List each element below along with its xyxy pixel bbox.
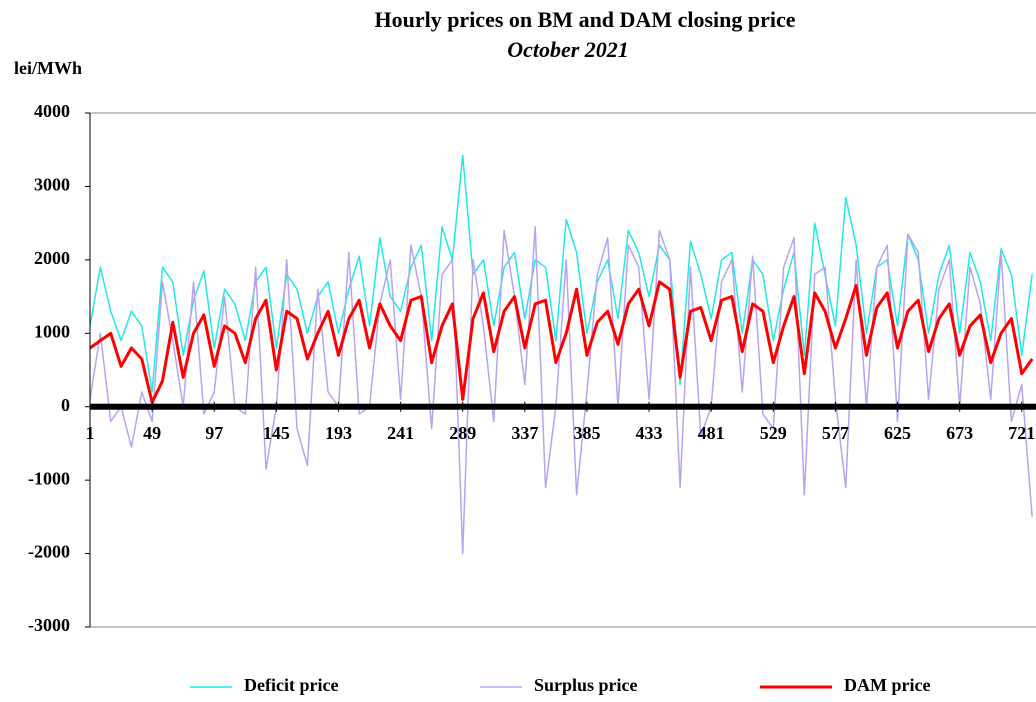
x-tick-label: 625 xyxy=(884,423,911,443)
y-tick-label: 1000 xyxy=(34,321,70,341)
x-tick-label: 481 xyxy=(698,423,725,443)
legend-label: Deficit price xyxy=(244,675,338,695)
x-tick-label: 337 xyxy=(511,423,538,443)
series-line xyxy=(90,226,1033,555)
x-tick-label: 145 xyxy=(263,423,290,443)
x-axis xyxy=(90,403,1036,410)
y-tick-label: -1000 xyxy=(28,468,70,488)
chart-title: Hourly prices on BM and DAM closing pric… xyxy=(374,7,795,32)
legend-label: Surplus price xyxy=(534,675,638,695)
x-tick-label: 289 xyxy=(449,423,476,443)
x-tick-label: 241 xyxy=(387,423,414,443)
series-line xyxy=(90,280,1034,404)
x-tick-label: 673 xyxy=(946,423,973,443)
chart-subtitle: October 2021 xyxy=(507,37,629,62)
y-tick-label: 3000 xyxy=(34,175,70,195)
x-tick-label: 1 xyxy=(86,423,95,443)
x-tick-label: 529 xyxy=(760,423,787,443)
plot-area xyxy=(90,154,1034,555)
y-axis-label: lei/MWh xyxy=(14,58,82,78)
x-tick-label: 385 xyxy=(573,423,600,443)
y-tick-label: -2000 xyxy=(28,542,70,562)
y-tick-label: -3000 xyxy=(28,615,70,635)
x-tick-label: 721 xyxy=(1008,423,1035,443)
x-tick-label: 49 xyxy=(143,423,161,443)
x-tick-label: 433 xyxy=(636,423,663,443)
axes: -3000 -2000 -1000 0 1000 2000 3000 4000 1 49 97 145… xyxy=(28,101,1036,635)
y-tick-label: 2000 xyxy=(34,248,70,268)
x-tick-label: 193 xyxy=(325,423,352,443)
y-tick-label: 0 xyxy=(61,395,70,415)
legend-label: DAM price xyxy=(844,675,930,695)
series-line xyxy=(90,154,1033,393)
legend: Deficit price Surplus price DAM price xyxy=(190,675,930,695)
x-tick-label: 577 xyxy=(822,423,849,443)
y-tick-label: 4000 xyxy=(34,101,70,121)
x-tick-label: 97 xyxy=(205,423,223,443)
